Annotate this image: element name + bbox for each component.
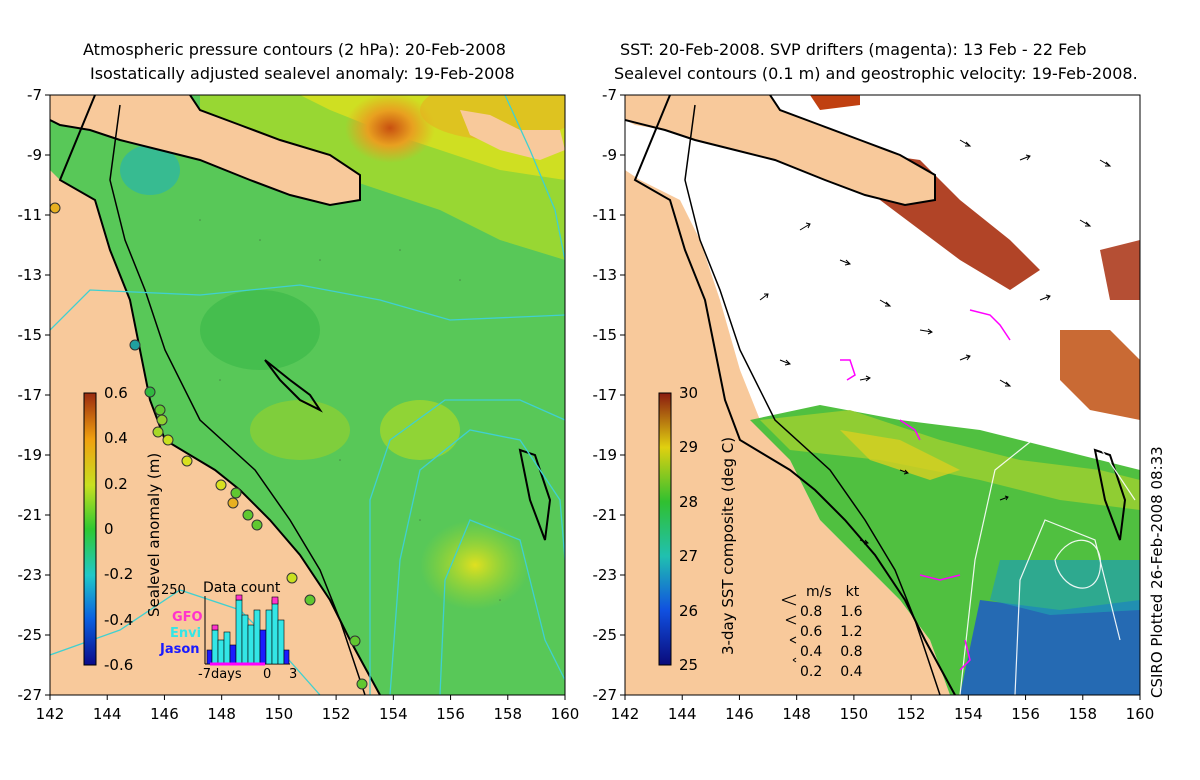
- velocity-legend-value: 0.2: [800, 664, 823, 680]
- velocity-legend-row: 0.4 0.8: [800, 642, 863, 662]
- velocity-legend-value: 0.8: [840, 644, 863, 660]
- x-tick-label: 160: [1126, 705, 1155, 723]
- colorbar-tick-label: 0.2: [104, 474, 128, 493]
- sla-colorbar: [83, 392, 97, 666]
- y-tick-label: -15: [593, 326, 618, 344]
- x-tick-label: 148: [207, 705, 236, 723]
- sst-colorbar: [658, 392, 672, 666]
- colorbar-tick-label: 0.4: [104, 429, 128, 448]
- colorbar-tick-label: 29: [679, 438, 699, 457]
- velocity-legend-row: 0.2 0.4: [800, 662, 863, 682]
- y-tick-label: -17: [18, 386, 43, 404]
- colorbar-tick-label: -0.4: [104, 610, 134, 629]
- right-title-line2: Sealevel contours (0.1 m) and geostrophi…: [614, 64, 1138, 83]
- x-tick-label: 146: [150, 705, 179, 723]
- legend-jason: Jason: [160, 642, 200, 657]
- velocity-arrows: [759, 139, 1112, 545]
- x-tick-label: 154: [379, 705, 408, 723]
- velocity-legend-value: 1.6: [840, 604, 863, 620]
- plot-stamp: CSIRO Plotted 26-Feb-2008 08:33: [1148, 446, 1166, 698]
- velocity-legend-arrows: [781, 594, 797, 663]
- left-title-line1: Atmospheric pressure contours (2 hPa): 2…: [83, 40, 506, 59]
- inset-x-label-end: 3: [289, 667, 298, 682]
- right-map: [625, 95, 1140, 695]
- y-tick-label: -15: [18, 326, 43, 344]
- velocity-legend-row: 0.8 1.6: [800, 602, 863, 622]
- x-tick-label: 156: [1011, 705, 1040, 723]
- x-tick-label: 142: [611, 705, 640, 723]
- y-tick-label: -13: [18, 266, 43, 284]
- y-tick-label: -19: [593, 446, 618, 464]
- y-tick-label: -11: [18, 206, 43, 224]
- x-tick-label: 150: [265, 705, 294, 723]
- y-tick-label: -13: [593, 266, 618, 284]
- y-tick-label: -11: [593, 206, 618, 224]
- y-tick-label: -7: [602, 86, 617, 104]
- colorbar-tick-label: 25: [679, 656, 699, 674]
- y-tick-label: -21: [593, 506, 618, 524]
- inset-x-label-zero: 0: [263, 667, 272, 682]
- x-tick-label: 152: [322, 705, 351, 723]
- colorbar-tick-label: 28: [679, 492, 699, 511]
- x-tick-label: 144: [668, 705, 697, 723]
- x-tick-label: 160: [551, 705, 580, 723]
- y-tick-label: -23: [18, 566, 43, 584]
- x-tick-label: 156: [436, 705, 465, 723]
- velocity-legend-header-kt: kt: [845, 584, 860, 600]
- velocity-legend: m/s kt 0.8 1.6 0.6 1.2 0.4 0.8 0.2 0.4: [800, 582, 863, 682]
- x-tick-label: 152: [897, 705, 926, 723]
- svp-drifters: [840, 309, 1011, 671]
- velocity-legend-value: 0.8: [800, 604, 823, 620]
- x-tick-label: 146: [725, 705, 754, 723]
- x-tick-label: 158: [493, 705, 522, 723]
- colorbar-tick-label: 0: [104, 520, 114, 538]
- colorbar-tick-label: 26: [679, 601, 699, 620]
- x-tick-label: 148: [782, 705, 811, 723]
- x-tick-label: 144: [93, 705, 122, 723]
- right-title-line1: SST: 20-Feb-2008. SVP drifters (magenta)…: [620, 40, 1087, 59]
- y-tick-label: -27: [593, 686, 618, 704]
- velocity-legend-value: 1.2: [840, 624, 863, 640]
- left-title-line2: Isostatically adjusted sealevel anomaly:…: [90, 64, 515, 83]
- y-tick-label: -17: [593, 386, 618, 404]
- legend-envi: Envi: [170, 626, 202, 641]
- y-tick-label: -21: [18, 506, 43, 524]
- y-tick-label: -7: [27, 86, 42, 104]
- inset-x-label-start: -7days: [198, 667, 242, 682]
- velocity-legend-value: 0.6: [800, 624, 823, 640]
- velocity-legend-header-ms: m/s: [806, 584, 832, 600]
- velocity-legend-row: 0.6 1.2: [800, 622, 863, 642]
- velocity-legend-value: 0.4: [840, 664, 863, 680]
- velocity-legend-value: 0.4: [800, 644, 823, 660]
- inset-title: Data count: [203, 580, 281, 596]
- y-tick-label: -25: [593, 626, 618, 644]
- colorbar-tick-label: 27: [679, 547, 699, 566]
- x-tick-label: 150: [840, 705, 869, 723]
- x-tick-label: 142: [36, 705, 65, 723]
- y-tick-label: -19: [18, 446, 43, 464]
- x-tick-label: 154: [954, 705, 983, 723]
- y-tick-label: -23: [593, 566, 618, 584]
- y-tick-label: -25: [18, 626, 43, 644]
- sst-colorbar-label: 3-day SST composite (deg C): [719, 436, 737, 655]
- colorbar-tick-label: -0.2: [104, 565, 134, 584]
- legend-gfo: GFO: [172, 610, 203, 625]
- inset-ymax: 250: [161, 583, 186, 598]
- colorbar-tick-label: 0.6: [104, 384, 128, 402]
- colorbar-tick-label: 30: [679, 384, 699, 402]
- y-tick-label: -27: [18, 686, 43, 704]
- colorbar-tick-label: -0.6: [104, 656, 134, 674]
- y-tick-label: -9: [27, 146, 42, 164]
- left-map: [50, 95, 565, 695]
- data-count-inset: [204, 594, 290, 666]
- x-tick-label: 158: [1068, 705, 1097, 723]
- y-tick-label: -9: [602, 146, 617, 164]
